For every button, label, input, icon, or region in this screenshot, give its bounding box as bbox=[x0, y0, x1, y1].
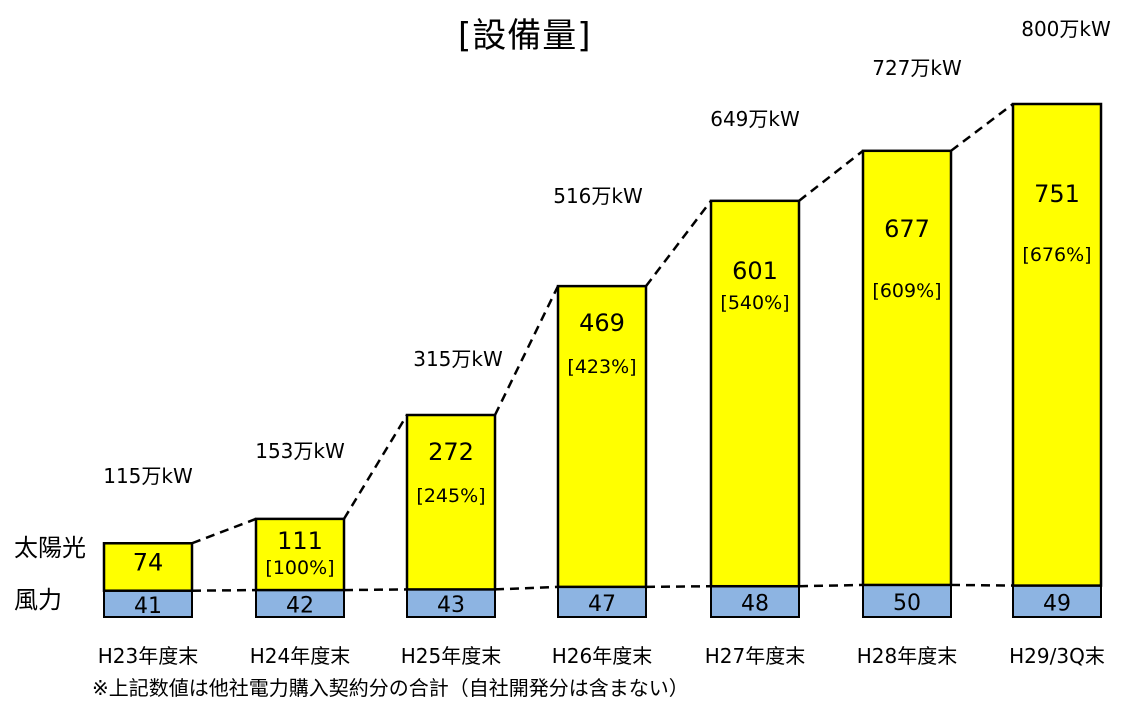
solar-growth-label-3: [423%] bbox=[567, 356, 636, 378]
bar-solar-4 bbox=[709, 199, 801, 588]
bar-solar-1 bbox=[254, 517, 346, 592]
wind-trend-line-5 bbox=[950, 583, 1014, 587]
solar-value-label-4: 601 bbox=[732, 257, 778, 285]
bar-wind-6 bbox=[1012, 584, 1102, 618]
wind-value-label-0: 41 bbox=[134, 594, 162, 619]
total-label-5: 727万kW bbox=[872, 56, 962, 80]
bar-solar-0 bbox=[102, 542, 194, 592]
wind-trend-line-4 bbox=[798, 583, 864, 588]
labels-layer: 41 74 H23年度末 42 111[100%] H24年度末 43 272 [245%] H2… bbox=[98, 17, 1111, 668]
chart-title: [設備量] bbox=[458, 16, 592, 56]
solar-trend-line-4 bbox=[798, 149, 864, 202]
solar-growth-label-2: [245%] bbox=[416, 485, 485, 507]
bars-layer bbox=[102, 102, 1103, 619]
wind-trend-line-2 bbox=[494, 585, 559, 591]
category-label-4: H27年度末 bbox=[705, 644, 806, 668]
category-label-5: H28年度末 bbox=[857, 644, 958, 668]
solar-growth-label-5: [609%] bbox=[872, 280, 941, 302]
total-label-4: 649万kW bbox=[710, 107, 800, 131]
wind-value-label-5: 50 bbox=[893, 591, 921, 616]
trend-lines-layer bbox=[191, 103, 1014, 592]
wind-value-label-2: 43 bbox=[437, 593, 465, 618]
wind-value-label-1: 42 bbox=[286, 594, 314, 619]
category-label-1: H24年度末 bbox=[250, 644, 351, 668]
solar-value-label-0: 74 bbox=[133, 548, 164, 576]
solar-trend-line-2 bbox=[493, 285, 560, 416]
wind-trend-line-3 bbox=[645, 584, 712, 589]
legend-wind-label: 風力 bbox=[14, 586, 62, 614]
category-label-3: H26年度末 bbox=[552, 644, 653, 668]
solar-growth-label-4: [540%] bbox=[720, 292, 789, 314]
solar-value-label-6: 751 bbox=[1034, 180, 1080, 208]
bar-wind-5 bbox=[862, 583, 952, 618]
bar-wind-4 bbox=[710, 585, 800, 618]
total-label-3: 516万kW bbox=[553, 184, 643, 208]
wind-value-label-3: 47 bbox=[588, 592, 616, 617]
solar-growth-label-6: [676%] bbox=[1022, 244, 1091, 266]
solar-value-label-1: 111 bbox=[277, 527, 323, 555]
solar-trend-line-3 bbox=[645, 200, 712, 287]
bar-wind-0 bbox=[103, 589, 193, 618]
category-label-0: H23年度末 bbox=[98, 644, 199, 668]
legend-solar-label: 太陽光 bbox=[14, 534, 86, 562]
bar-solar-6 bbox=[1011, 102, 1103, 587]
solar-growth-label-1: [100%] bbox=[265, 557, 334, 579]
category-label-6: H29/3Q末 bbox=[1009, 644, 1105, 668]
total-label-2: 315万kW bbox=[413, 347, 503, 371]
solar-trend-line-1 bbox=[342, 414, 409, 520]
wind-value-label-6: 49 bbox=[1043, 591, 1071, 616]
total-label-6: 800万kW bbox=[1021, 17, 1111, 41]
footnote: ※上記数値は他社電力購入契約分の合計（自社開発分は含まない） bbox=[92, 676, 689, 700]
solar-trend-line-5 bbox=[950, 103, 1014, 152]
total-label-1: 153万kW bbox=[255, 439, 345, 463]
bar-solar-3 bbox=[556, 284, 648, 589]
category-label-2: H25年度末 bbox=[401, 644, 502, 668]
solar-value-label-5: 677 bbox=[884, 215, 930, 243]
wind-trend-line-1 bbox=[343, 588, 408, 592]
solar-trend-line-0 bbox=[191, 517, 257, 545]
wind-trend-line-0 bbox=[191, 588, 257, 592]
solar-value-label-3: 469 bbox=[579, 309, 625, 337]
bar-wind-3 bbox=[557, 585, 647, 619]
bar-solar-2 bbox=[405, 413, 497, 591]
solar-value-label-2: 272 bbox=[428, 438, 474, 466]
wind-value-label-4: 48 bbox=[741, 592, 769, 617]
total-label-0: 115万kW bbox=[103, 464, 193, 488]
bar-solar-5 bbox=[861, 149, 953, 587]
